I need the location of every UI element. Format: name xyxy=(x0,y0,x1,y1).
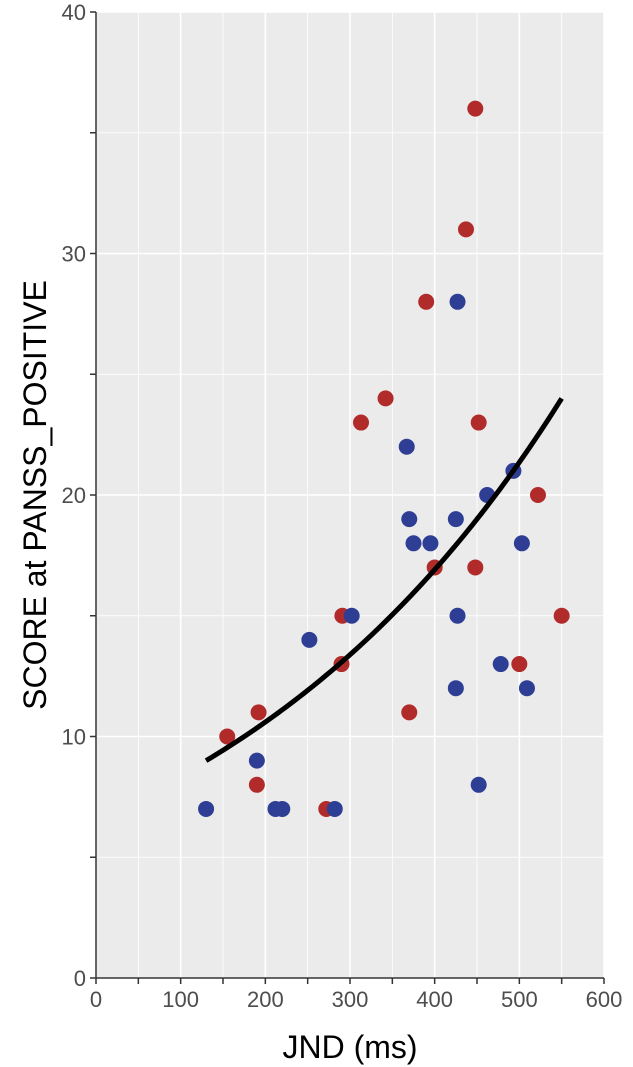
x-axis-title: JND (ms) xyxy=(282,1029,417,1065)
x-tick-label: 500 xyxy=(501,987,538,1012)
y-tick-label: 30 xyxy=(62,242,86,267)
data-point-blue xyxy=(518,680,535,697)
data-point-blue xyxy=(447,511,464,528)
data-point-blue xyxy=(449,293,466,310)
data-point-blue xyxy=(398,438,415,455)
data-point-red xyxy=(553,607,570,624)
data-point-blue xyxy=(405,535,422,552)
data-point-red xyxy=(377,390,394,407)
y-tick-label: 0 xyxy=(74,966,86,991)
data-point-blue xyxy=(301,631,318,648)
data-point-blue xyxy=(470,776,487,793)
axes xyxy=(90,11,605,984)
data-point-red xyxy=(418,293,435,310)
data-point-red xyxy=(467,100,484,117)
data-point-blue xyxy=(326,800,343,817)
fit-curve-layer xyxy=(204,397,564,763)
data-point-blue xyxy=(343,607,360,624)
y-tick-label: 40 xyxy=(62,0,86,25)
fit-curve xyxy=(204,397,564,763)
data-point-red xyxy=(529,487,546,503)
tick-labels: 0 100 200 300 400 500 600 0 10 20 30 40 xyxy=(62,0,623,1012)
x-tick-label: 600 xyxy=(586,987,623,1012)
data-point-blue xyxy=(274,800,291,817)
x-tick-label: 200 xyxy=(247,987,284,1012)
data-points xyxy=(198,100,570,817)
x-tick-label: 400 xyxy=(416,987,453,1012)
data-point-blue xyxy=(449,607,466,624)
y-axis-title: SCORE at PANSS_POSITIVE xyxy=(17,280,53,710)
y-tick-label: 20 xyxy=(62,483,86,508)
data-point-red xyxy=(511,656,528,673)
x-tick-label: 300 xyxy=(332,987,369,1012)
data-point-red xyxy=(248,776,265,793)
y-tick-label: 10 xyxy=(62,725,86,750)
data-point-blue xyxy=(198,800,215,817)
data-point-red xyxy=(470,414,487,431)
x-tick-label: 0 xyxy=(90,987,102,1012)
data-point-blue xyxy=(447,680,464,697)
data-point-blue xyxy=(513,535,530,552)
data-point-red xyxy=(250,704,267,721)
data-point-red xyxy=(457,221,474,238)
data-point-blue xyxy=(492,656,509,673)
data-point-blue xyxy=(401,511,418,528)
data-point-red xyxy=(467,559,484,576)
data-point-red xyxy=(353,414,370,431)
data-point-red xyxy=(401,704,418,721)
data-point-blue xyxy=(422,535,439,552)
data-point-blue xyxy=(248,752,265,769)
data-point-red xyxy=(219,728,236,745)
x-tick-label: 100 xyxy=(162,987,199,1012)
